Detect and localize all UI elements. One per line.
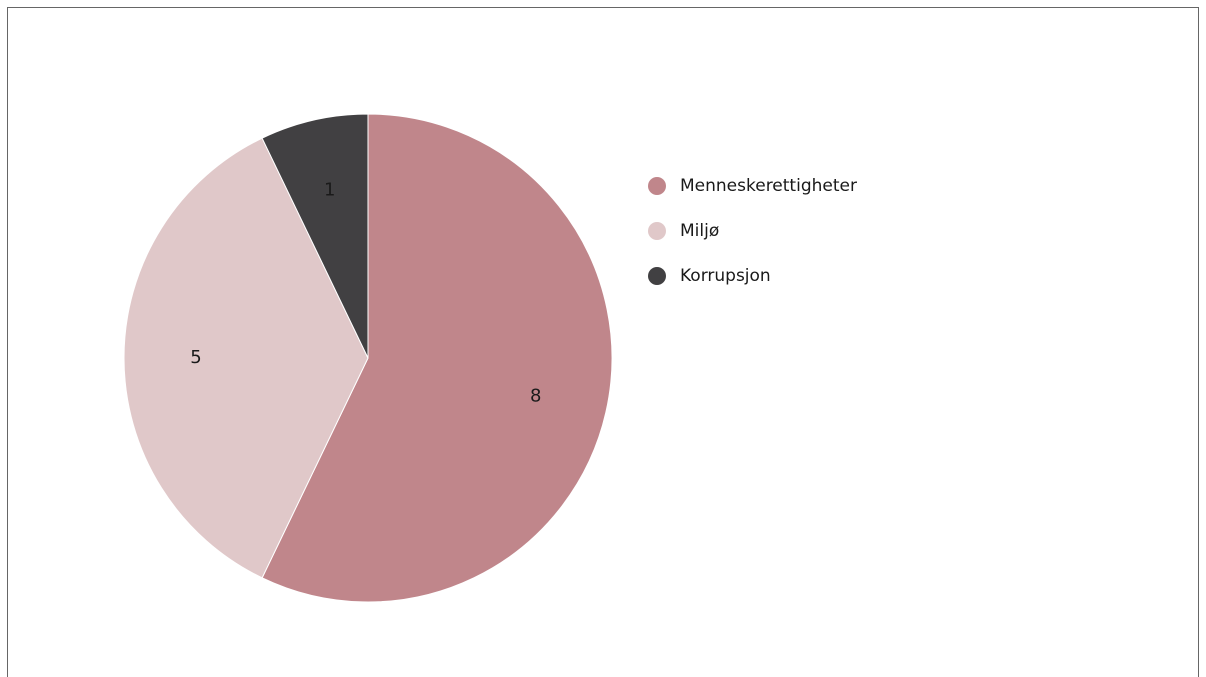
pie-slice [261,113,369,359]
legend-marker [648,267,666,285]
legend-label: Menneskerettigheter [680,176,857,196]
legend-label: Miljø [680,221,719,241]
legend-marker [648,177,666,195]
value-label: 5 [190,347,201,368]
pie-slice [261,113,613,603]
frame [7,7,1199,677]
pie-slice [123,137,369,579]
value-label: 8 [530,385,541,406]
value-label: 1 [324,179,335,200]
legend-marker [648,222,666,240]
legend-label: Korrupsjon [680,266,771,286]
